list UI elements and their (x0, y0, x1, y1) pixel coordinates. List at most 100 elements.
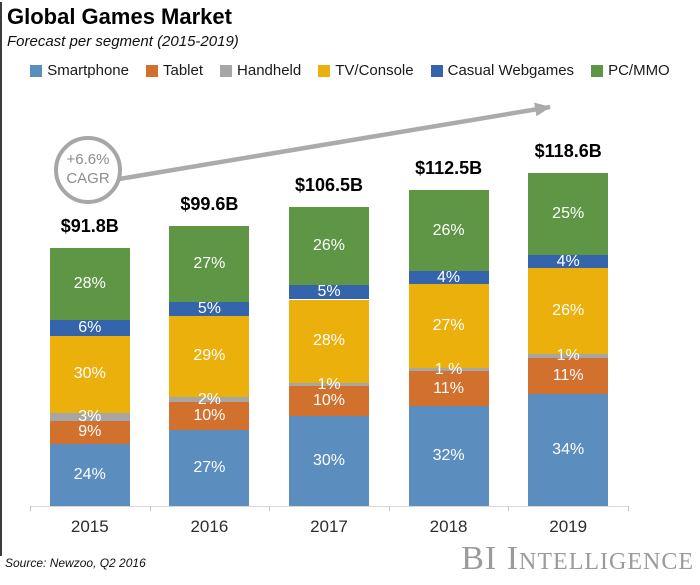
left-border-line (0, 2, 2, 556)
bar-total-label: $99.6B (180, 194, 239, 215)
segment-percent-label: 9% (78, 423, 102, 441)
segment-percent-label: 26% (432, 221, 465, 239)
bar-total-label: $118.6B (534, 140, 602, 161)
page-subtitle: Forecast per segment (2015-2019) (7, 33, 239, 50)
segment-percent-label: 26% (312, 236, 346, 254)
legend-item: Casual Webgames (430, 62, 575, 79)
axis-tick (388, 506, 390, 511)
legend-label: PC/MMO (608, 62, 670, 79)
bi-intelligence-logo: BI Intelligence (461, 540, 694, 577)
axis-tick (269, 506, 271, 511)
cagr-rate: +6.6% (66, 151, 110, 169)
source-note: Source: Newzoo, Q2 2016 (5, 556, 146, 570)
segment-percent-label: 1% (317, 375, 341, 393)
legend-item: Handheld (220, 62, 301, 79)
bar-segment: 26% (528, 268, 609, 355)
legend-label: Casual Webgames (447, 62, 575, 79)
bar-segment: 27% (169, 226, 250, 302)
legend-item: PC/MMO (591, 62, 670, 79)
page-title: Global Games Market (7, 4, 232, 29)
legend-swatch (318, 64, 331, 77)
axis-tick (508, 506, 510, 511)
bar-segment: 25% (528, 172, 609, 256)
legend-swatch (145, 64, 158, 77)
legend-label: Tablet (162, 62, 204, 79)
segment-percent-label: 34% (552, 440, 585, 458)
bar-segment: 28% (289, 299, 369, 384)
segment-percent-label: 11% (552, 366, 584, 384)
axis-tick (30, 506, 31, 511)
segment-percent-label: 4% (556, 252, 580, 270)
segment-percent-label: 24% (73, 466, 106, 484)
legend-label: Smartphone (47, 62, 129, 79)
bar-segment: 27% (408, 283, 489, 369)
bar-total-label: $112.5B (415, 157, 483, 178)
bar-segment: 11% (528, 357, 609, 394)
bar-segment: 6% (49, 319, 130, 336)
legend-item: TV/Console (318, 62, 414, 79)
bar-segment: 10% (289, 386, 369, 417)
legend-item: Tablet (145, 62, 204, 79)
bar-segment: 4% (528, 252, 609, 270)
segment-percent-label: 32% (432, 446, 465, 464)
segment-percent-label: 10% (193, 407, 226, 425)
legend-swatch (30, 64, 43, 77)
bar-segment: 29% (169, 315, 250, 397)
x-axis-label: 2019 (549, 517, 588, 536)
segment-percent-label: 2% (197, 390, 221, 408)
segment-percent-label: 28% (73, 275, 106, 293)
segment-percent-label: 30% (312, 452, 346, 470)
bar-segment: 30% (49, 335, 130, 414)
bar-segment: 24% (49, 444, 130, 506)
bar-segment: 30% (289, 416, 369, 506)
bar-segment: 2% (169, 391, 250, 407)
bar-segment: 1 % (408, 361, 489, 377)
bar-segment: 9% (49, 420, 130, 445)
cagr-circle: +6.6% CAGR (54, 136, 122, 204)
x-axis-label: 2018 (429, 517, 468, 536)
chart-legend: Smartphone Tablet Handheld TV/Console Casual… (0, 62, 700, 79)
legend-swatch (591, 64, 604, 77)
segment-percent-label: 1 % (434, 360, 463, 378)
segment-percent-label: 27% (193, 459, 226, 477)
legend-label: Handheld (237, 62, 302, 79)
bar-segment: 26% (408, 189, 489, 272)
bar-segment: 3% (49, 409, 130, 425)
x-axis-line (30, 506, 628, 507)
segment-percent-label: 30% (73, 365, 106, 383)
bar-segment: 32% (408, 405, 489, 506)
segment-percent-label: 27% (432, 317, 465, 335)
x-axis-label: 2016 (190, 517, 229, 536)
segment-percent-label: 25% (552, 204, 585, 222)
segment-percent-label: 26% (552, 302, 585, 320)
bar-total-label: $91.8B (60, 216, 119, 237)
segment-percent-label: 5% (197, 299, 221, 317)
segment-percent-label: 28% (312, 332, 346, 350)
legend-item: Smartphone (30, 62, 129, 79)
segment-percent-label: 27% (193, 254, 226, 272)
bar-segment: 27% (169, 430, 250, 506)
segment-percent-label: 11% (433, 379, 465, 397)
bar-segment: 11% (408, 371, 489, 406)
legend-label: TV/Console (335, 62, 414, 79)
segment-percent-label: 3% (78, 408, 102, 425)
x-axis-label: 2017 (310, 517, 348, 536)
bar-segment: 28% (49, 248, 130, 321)
segment-percent-label: 1% (556, 346, 580, 364)
legend-swatch (220, 64, 233, 77)
segment-percent-label: 10% (312, 392, 346, 410)
bar-segment: 34% (528, 393, 609, 506)
bar-segment: 5% (289, 284, 369, 300)
legend-swatch (430, 64, 443, 77)
bar-segment: 10% (169, 402, 250, 431)
axis-tick (149, 506, 151, 511)
bar-total-label: $106.5B (294, 174, 364, 195)
segment-percent-label: 6% (78, 319, 102, 336)
bar-segment: 1% (528, 347, 609, 363)
segment-percent-label: 29% (193, 347, 226, 365)
bar-segment: 4% (408, 269, 489, 285)
bar-segment: 1% (289, 376, 369, 392)
